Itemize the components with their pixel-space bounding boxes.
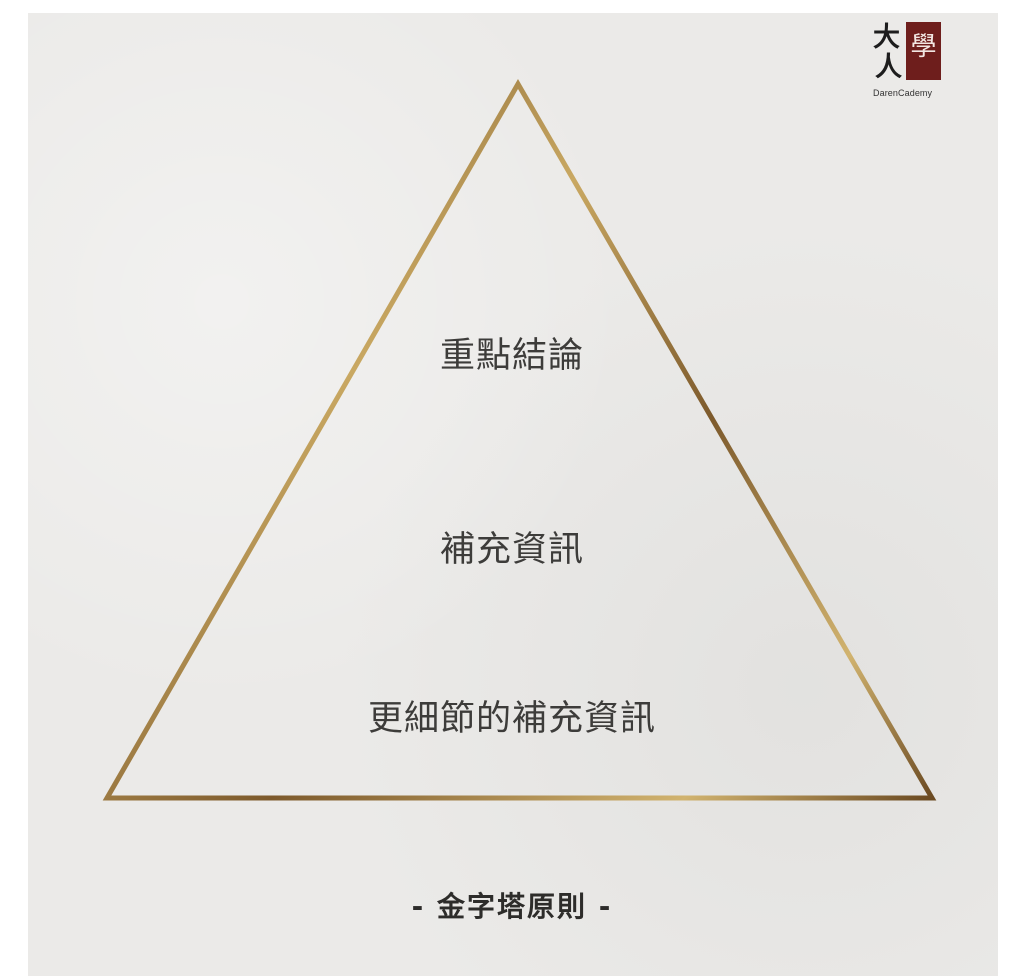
paper-background [28, 13, 998, 976]
logo-seal: 學 [906, 22, 941, 80]
tier-label-top: 重點結論 [439, 336, 584, 376]
logo-seal-char: 學 [910, 32, 937, 62]
logo-char-da: 大 [873, 22, 900, 53]
tier-label-middle: 補充資訊 [439, 530, 584, 570]
diagram-caption: - 金字塔原則 - [411, 890, 613, 923]
logo-wordmark: DarenCademy [873, 88, 933, 98]
daren-cademy-logo: 大 人 學 DarenCademy [873, 22, 965, 102]
tier-label-bottom: 更細節的補充資訊 [367, 699, 656, 739]
pyramid-outline [102, 79, 937, 801]
logo-char-ren: 人 [875, 52, 902, 83]
